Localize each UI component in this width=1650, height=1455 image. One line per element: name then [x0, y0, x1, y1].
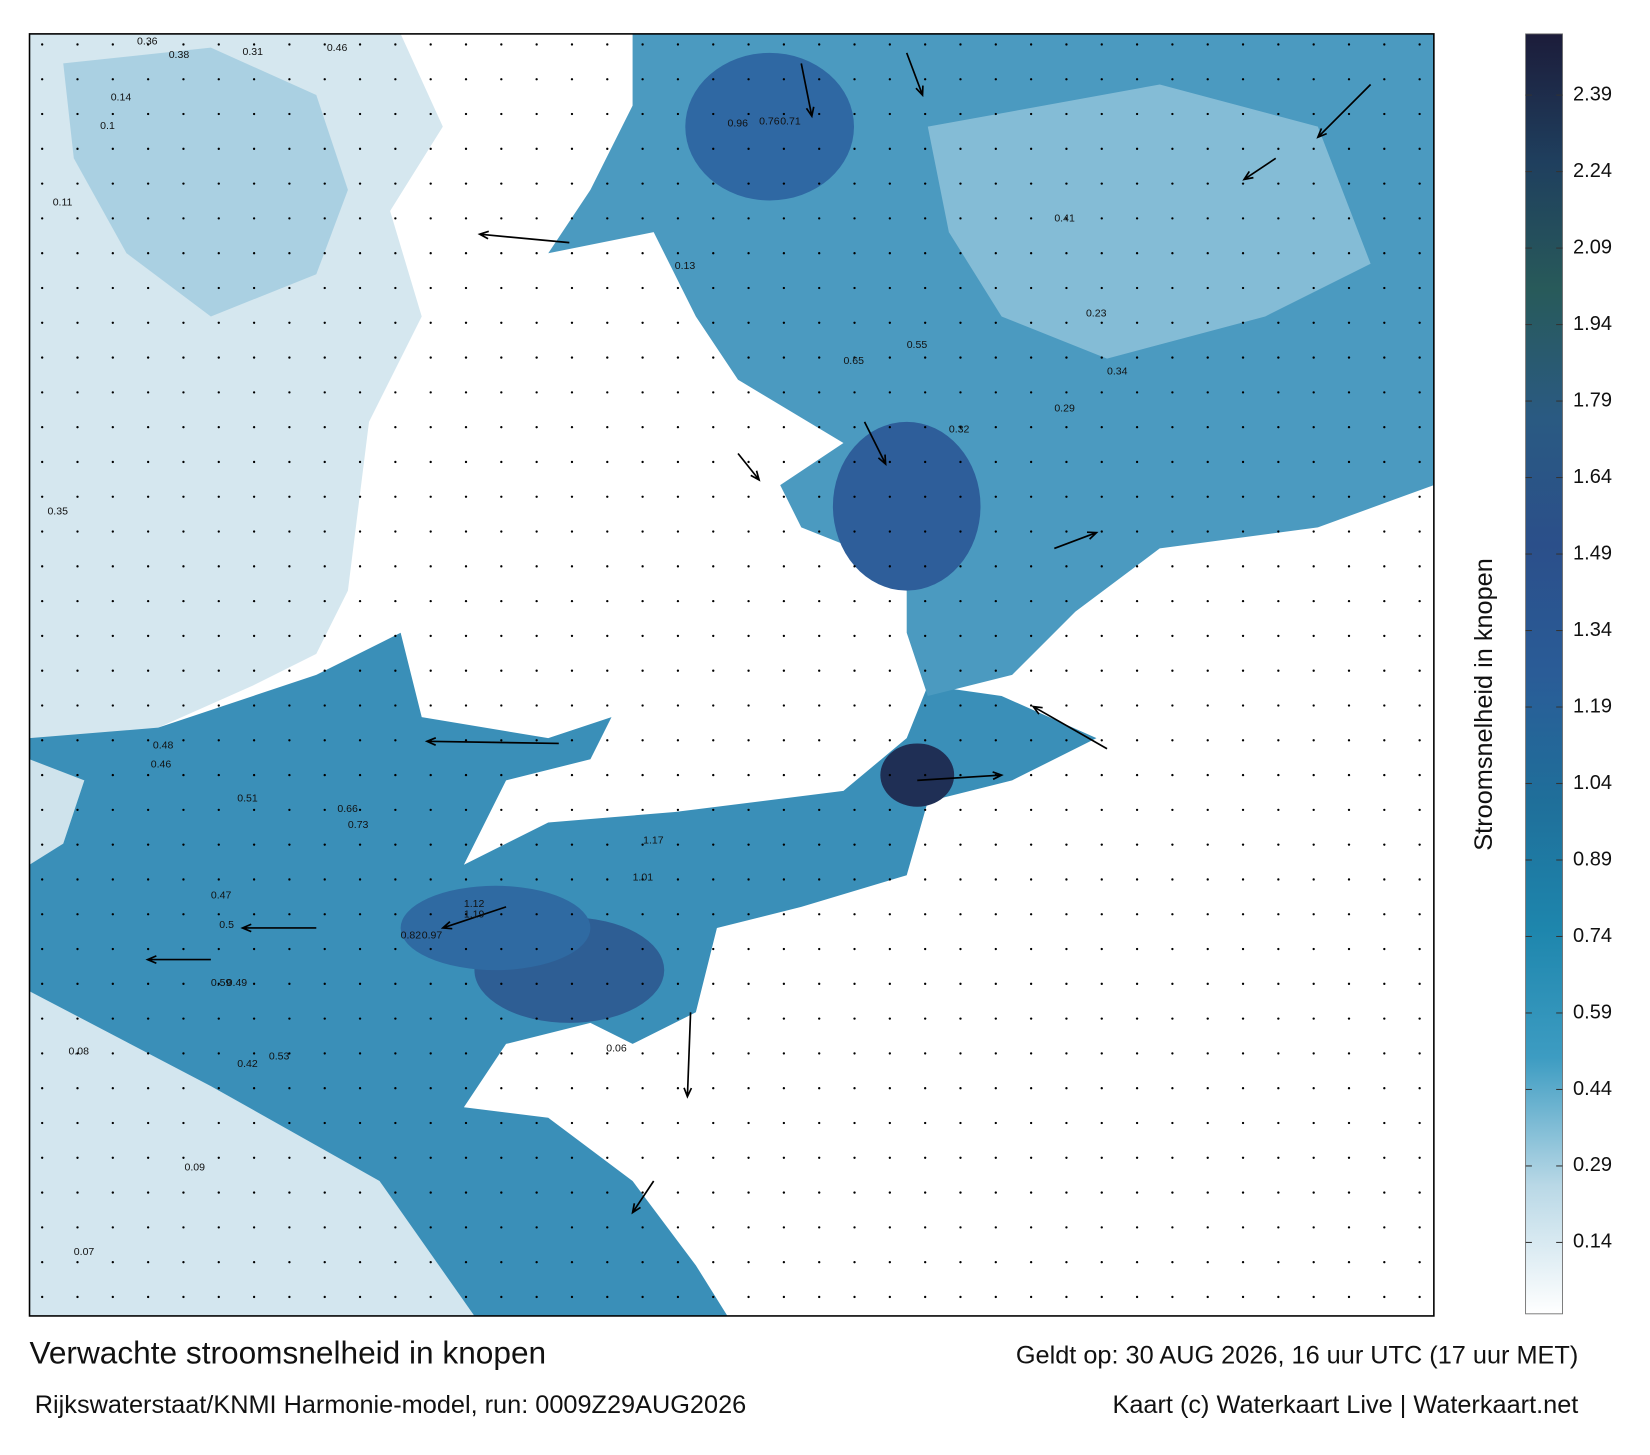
- speed-label: 0.51: [237, 792, 258, 804]
- speed-label: 1.19: [464, 908, 485, 920]
- speed-labels: 0.36 0.38 0.31 0.46 0.14 0.1 0.11 0.35 0.48 0.46 0…: [47, 35, 1127, 1257]
- speed-label: 0.14: [111, 91, 132, 103]
- credit: Kaart (c) Waterkaart Live | Waterkaart.n…: [1112, 1391, 1578, 1419]
- colorbar-tick-label: 1.19: [1573, 695, 1612, 717]
- speed-label: 0.48: [153, 740, 174, 752]
- speed-label: 0.41: [1054, 213, 1075, 225]
- colorbar-tick-label: 1.04: [1573, 772, 1612, 794]
- colorbar-tick-label: 2.24: [1573, 160, 1612, 182]
- speed-label: 0.53: [269, 1051, 290, 1063]
- speed-label: 1.01: [633, 872, 654, 884]
- speed-label: 0.96: [727, 118, 748, 130]
- colorbar-label: Stroomsnelheid in knopen: [1470, 558, 1498, 851]
- speed-label: 0.31: [242, 46, 263, 58]
- speed-label: 0.09: [185, 1161, 206, 1173]
- speed-label: 0.34: [1107, 365, 1128, 377]
- speed-label: 0.73: [348, 819, 369, 831]
- valid-time: Geldt op: 30 AUG 2026, 16 uur UTC (17 uu…: [1016, 1341, 1578, 1369]
- speed-label: 0.66: [337, 803, 358, 815]
- colorbar-tick-label: 0.59: [1573, 1001, 1612, 1023]
- colorbar-tick-label: 0.14: [1573, 1231, 1612, 1253]
- colorbar-tick-label: 0.29: [1573, 1154, 1612, 1176]
- map: 0.36 0.38 0.31 0.46 0.14 0.1 0.11 0.35 0.48 0.46 0…: [29, 33, 1434, 1316]
- speed-label: 0.11: [53, 197, 73, 209]
- speed-label: 0.76: [759, 116, 780, 128]
- colorbar-tick-label: 1.79: [1573, 389, 1612, 411]
- colorbar-ticks: 0.14 0.29 0.44 0.59 0.74 0.89 1.04 1.19 1.34 1.49…: [1525, 83, 1612, 1253]
- colorbar-tick-label: 1.64: [1573, 466, 1612, 488]
- speed-label: 0.55: [907, 339, 928, 351]
- subtitle: Rijkswaterstaat/KNMI Harmonie-model, run…: [35, 1391, 746, 1419]
- colorbar: [1525, 33, 1563, 1315]
- speed-label: 0.07: [74, 1246, 95, 1258]
- title: Verwachte stroomsnelheid in knopen: [30, 1334, 547, 1370]
- speed-label: 0.49: [227, 977, 248, 989]
- colorbar-tick-label: 0.89: [1573, 848, 1612, 870]
- speed-label: 0.59: [211, 977, 232, 989]
- speed-label: 0.42: [237, 1058, 258, 1070]
- speed-label: 0.08: [69, 1045, 90, 1057]
- speed-label: 1.17: [643, 835, 664, 847]
- speed-label: 0.46: [151, 759, 172, 771]
- colorbar-tick-label: 1.94: [1573, 313, 1612, 335]
- map-frame: [28, 33, 1435, 1317]
- speed-label: 0.29: [1054, 402, 1075, 414]
- speed-label: 0.13: [675, 260, 696, 272]
- speed-label: 0.36: [137, 35, 158, 47]
- speed-label: 0.97: [422, 929, 443, 941]
- speed-label: 0.23: [1086, 307, 1107, 319]
- speed-label: 0.82: [401, 929, 422, 941]
- grid-dots: [41, 43, 1421, 1299]
- speed-label: 0.47: [211, 889, 232, 901]
- speed-label: 0.1: [100, 120, 115, 132]
- speed-label: 0.06: [606, 1042, 627, 1054]
- speed-label: 0.35: [47, 506, 68, 518]
- colorbar-tick-label: 0.44: [1573, 1078, 1612, 1100]
- colorbar-tick-label: 2.39: [1573, 83, 1612, 105]
- speed-label: 0.5: [219, 919, 234, 931]
- speed-label: 0.65: [843, 355, 864, 367]
- colorbar-tick-label: 0.74: [1573, 925, 1612, 947]
- speed-label: 0.32: [949, 423, 970, 435]
- speed-label: 0.46: [327, 42, 348, 54]
- speed-label: 0.38: [169, 49, 190, 61]
- speed-label: 0.71: [780, 116, 801, 128]
- colorbar-tick-label: 1.34: [1573, 619, 1612, 641]
- speed-label: 1.12: [464, 898, 485, 910]
- colorbar-tick-label: 1.49: [1573, 542, 1612, 564]
- current-arrows: [145, 52, 1372, 1215]
- colorbar-tick-label: 2.09: [1573, 236, 1612, 258]
